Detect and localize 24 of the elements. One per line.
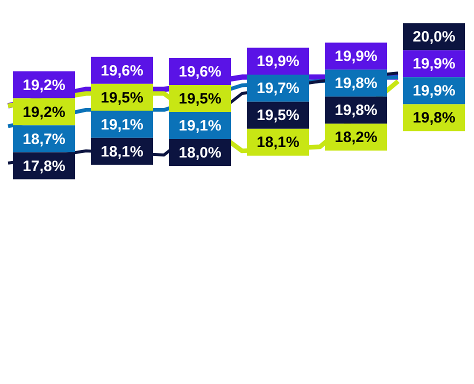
data-label: 19,2%: [22, 76, 66, 94]
data-label: 18,0%: [178, 144, 222, 162]
data-label: 19,6%: [178, 63, 222, 80]
data-label: 19,8%: [334, 102, 378, 120]
data-label: 19,6%: [100, 62, 144, 80]
data-label: 19,2%: [22, 104, 66, 121]
data-label: 19,5%: [178, 90, 222, 108]
data-label: 19,1%: [178, 117, 222, 134]
data-label: 19,5%: [256, 107, 300, 124]
data-label: 19,9%: [412, 56, 456, 73]
data-label: 19,5%: [100, 89, 144, 106]
data-label: 20,0%: [412, 28, 456, 46]
data-label: 18,1%: [256, 134, 300, 152]
data-label: 18,7%: [22, 130, 66, 148]
data-label: 19,7%: [256, 80, 300, 98]
data-label: 19,8%: [334, 75, 378, 92]
data-label: 19,9%: [412, 82, 456, 100]
data-label: 19,9%: [334, 48, 378, 66]
data-label: 18,1%: [100, 143, 144, 160]
data-label: 19,1%: [100, 116, 144, 134]
data-label: 17,8%: [22, 158, 66, 175]
data-label: 19,8%: [412, 110, 456, 127]
data-label: 18,2%: [334, 129, 378, 146]
data-label: 19,9%: [256, 53, 300, 70]
